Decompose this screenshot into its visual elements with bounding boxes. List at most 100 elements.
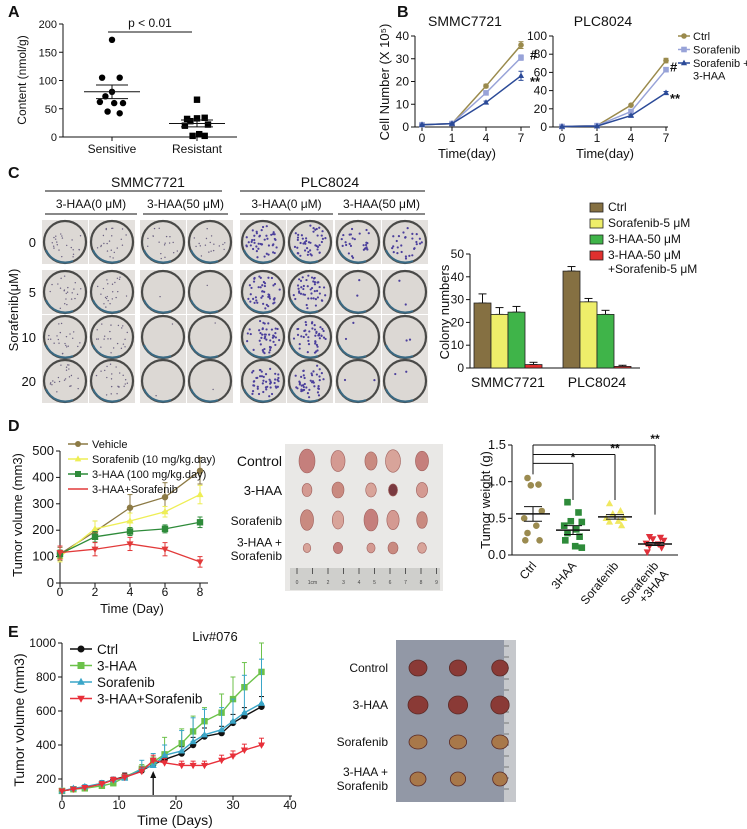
colony xyxy=(79,342,81,344)
colony xyxy=(255,245,258,248)
y-tick-label: 400 xyxy=(36,738,56,752)
colony xyxy=(265,225,268,228)
tumor xyxy=(332,542,343,554)
y-tick-label: 1000 xyxy=(29,636,56,650)
colony xyxy=(415,233,418,236)
data-point xyxy=(617,521,626,529)
legend-label: Sorafenib (10 mg/kg.day) xyxy=(92,454,216,466)
colony xyxy=(259,276,262,279)
plate-rim xyxy=(290,388,319,403)
colony xyxy=(116,393,118,395)
colony xyxy=(56,244,58,246)
legend-swatch xyxy=(589,218,604,229)
colony xyxy=(306,285,309,288)
colony xyxy=(255,299,258,302)
colony xyxy=(261,327,264,331)
colony xyxy=(318,292,321,295)
tumor xyxy=(300,509,314,531)
colony xyxy=(310,292,313,295)
data-point xyxy=(562,537,569,544)
colony xyxy=(305,247,309,250)
plate-rim xyxy=(143,344,172,359)
plate-rim xyxy=(338,388,367,403)
colony xyxy=(56,391,58,393)
data-point xyxy=(109,777,117,784)
data-point xyxy=(257,699,266,706)
colony xyxy=(63,275,66,277)
plate-rim xyxy=(338,344,367,359)
colony xyxy=(254,296,258,299)
colony xyxy=(261,225,265,229)
colony xyxy=(299,254,302,257)
colony xyxy=(309,241,312,244)
y-tick-label: 20 xyxy=(534,102,548,116)
colony xyxy=(153,227,156,230)
colony xyxy=(252,297,255,300)
y-axis-label: Cell Number (X 10⁵) xyxy=(377,24,392,141)
x-tick-label: 1 xyxy=(449,131,456,145)
colony xyxy=(311,374,314,377)
colony xyxy=(249,244,252,247)
colony xyxy=(100,244,102,247)
data-point xyxy=(628,108,634,115)
colony xyxy=(264,373,268,376)
colony xyxy=(57,376,60,379)
colony xyxy=(260,370,263,373)
plate-rim xyxy=(92,249,121,264)
colony xyxy=(96,285,99,288)
colony xyxy=(302,284,305,288)
colony xyxy=(272,302,275,305)
data-point xyxy=(517,72,525,79)
colony xyxy=(260,296,263,299)
colony xyxy=(152,235,154,237)
colony xyxy=(305,239,308,243)
series xyxy=(58,658,266,794)
colony xyxy=(70,298,73,300)
colony xyxy=(111,298,114,300)
colony xyxy=(274,332,277,335)
colony-plate xyxy=(287,219,333,265)
colony xyxy=(124,338,126,341)
colony xyxy=(300,335,303,338)
colony xyxy=(61,235,63,237)
colony xyxy=(71,292,73,294)
colony xyxy=(262,280,265,284)
colony xyxy=(307,343,311,346)
colony xyxy=(324,337,327,341)
colony xyxy=(113,251,116,254)
data-point xyxy=(483,83,489,89)
colony xyxy=(73,288,75,290)
data-point xyxy=(98,781,106,788)
data-point xyxy=(649,536,657,543)
colony xyxy=(269,381,272,384)
colony xyxy=(111,235,113,237)
colony xyxy=(309,224,312,227)
colony xyxy=(305,278,308,282)
plate-rim xyxy=(385,388,414,403)
colony xyxy=(304,321,307,324)
chart-title: Liv#076 xyxy=(192,629,238,644)
series-line xyxy=(561,92,667,128)
colony xyxy=(223,248,225,251)
plate-rim xyxy=(385,299,414,314)
colony xyxy=(318,378,321,382)
colony xyxy=(105,394,108,396)
colony xyxy=(296,333,300,336)
colony xyxy=(256,387,259,390)
colony xyxy=(103,335,106,337)
tumor xyxy=(387,541,399,555)
plate-rim xyxy=(243,344,272,359)
colony xyxy=(351,255,354,258)
colony xyxy=(121,228,124,230)
colony xyxy=(77,345,79,348)
tumor xyxy=(331,481,345,499)
colony xyxy=(164,256,166,259)
colony xyxy=(344,241,347,244)
colony xyxy=(313,385,316,388)
colony xyxy=(318,368,321,371)
y-tick-label: 0 xyxy=(51,132,57,144)
colony xyxy=(302,335,305,339)
colony xyxy=(274,372,277,375)
colony xyxy=(168,242,171,244)
colony xyxy=(400,250,403,254)
